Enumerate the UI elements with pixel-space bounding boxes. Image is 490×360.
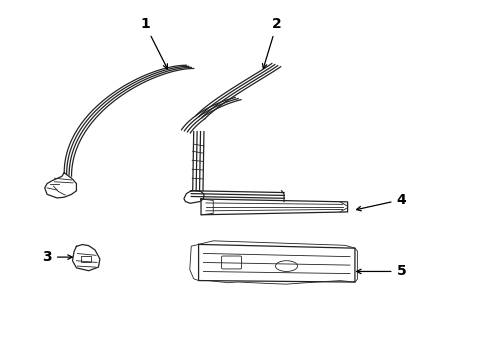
Text: 2: 2 <box>263 17 282 68</box>
Text: 5: 5 <box>357 265 406 278</box>
Text: 1: 1 <box>140 17 168 69</box>
Text: 3: 3 <box>42 250 72 264</box>
Text: 4: 4 <box>357 193 406 211</box>
